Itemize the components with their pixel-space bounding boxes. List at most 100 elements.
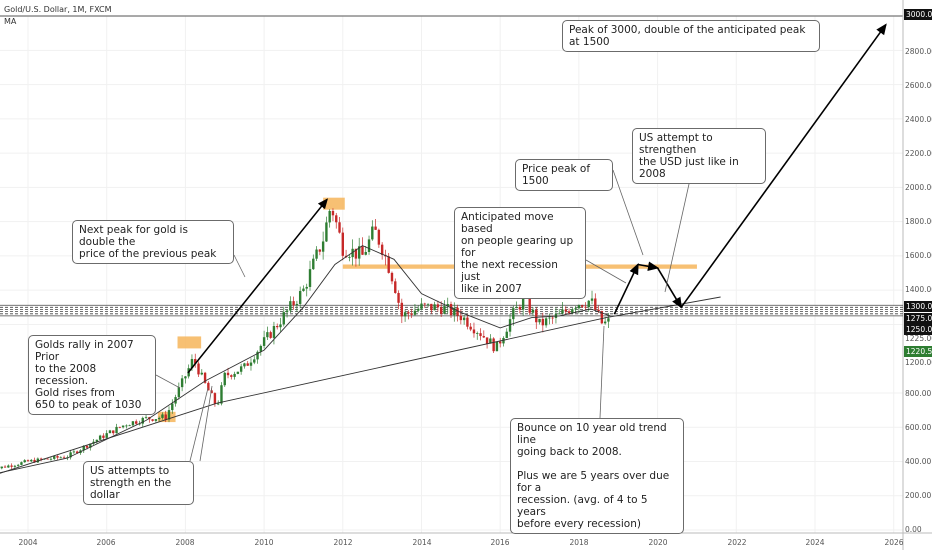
note-bounce-trendline: Bounce on 10 year old trend line going b… xyxy=(510,418,684,534)
grid xyxy=(0,15,903,533)
candle-body xyxy=(16,464,20,466)
price-label: 2600.00 xyxy=(905,81,932,90)
time-label: 2016 xyxy=(490,538,510,547)
projection-arrow xyxy=(637,261,660,271)
candle-body xyxy=(177,387,181,398)
candle-body xyxy=(439,307,443,314)
candle-body xyxy=(531,309,535,313)
time-label: 2012 xyxy=(333,538,353,547)
candle-body xyxy=(436,304,440,308)
candle-body xyxy=(518,307,522,310)
candle-body xyxy=(321,241,325,252)
candle-body xyxy=(197,363,200,375)
rally-arrow xyxy=(187,198,328,374)
candle-body xyxy=(105,433,108,438)
time-label: 2020 xyxy=(648,538,668,547)
candle-body xyxy=(98,435,102,440)
price-label: 2200.00 xyxy=(905,149,932,158)
candle-body xyxy=(72,451,76,453)
candle-body xyxy=(357,246,361,259)
price-label: 2000.00 xyxy=(905,183,932,192)
candle-body xyxy=(594,298,597,310)
candle-body xyxy=(361,246,364,255)
candle-body xyxy=(469,326,472,330)
candle-body xyxy=(298,291,302,304)
callout-pointer xyxy=(189,387,209,462)
candle-body xyxy=(600,311,604,324)
candle-body xyxy=(180,378,184,388)
band-label-1275: 1275.00 xyxy=(904,313,932,324)
price-label: 1800.00 xyxy=(905,217,932,226)
note-peak-3000: Peak of 3000, double of the anticipated … xyxy=(562,20,820,52)
candle-body xyxy=(466,317,469,327)
candle-body xyxy=(207,382,210,391)
candle-body xyxy=(449,304,453,316)
candle-body xyxy=(118,426,122,428)
callout-pointer xyxy=(585,259,627,284)
candle-body xyxy=(315,249,318,259)
candle-body xyxy=(256,351,259,360)
price-label: 0.00 xyxy=(905,525,922,534)
time-label: 2006 xyxy=(96,538,116,547)
price-label: 2800.00 xyxy=(905,47,932,56)
candle-body xyxy=(95,439,99,442)
candle-body xyxy=(200,372,203,375)
highlight-2011-peak xyxy=(323,197,345,210)
candle-body xyxy=(151,419,154,421)
candle-body xyxy=(577,305,581,309)
last-price-label: 1220.58 xyxy=(904,346,932,357)
callout-pointer xyxy=(233,254,246,278)
candle-body xyxy=(302,288,305,292)
callout-pointer xyxy=(199,385,213,462)
candle-body xyxy=(528,296,531,313)
candle-body xyxy=(121,425,125,428)
price-label: 1400.00 xyxy=(905,285,932,294)
price-label: 600.00 xyxy=(905,423,932,432)
candle-body xyxy=(390,272,394,282)
candle-body xyxy=(53,456,56,459)
candle-body xyxy=(190,359,194,369)
candle-body xyxy=(266,332,269,338)
candle-body xyxy=(33,459,36,463)
candle-body xyxy=(10,465,13,467)
candle-body xyxy=(590,298,594,301)
candle-body xyxy=(135,421,138,424)
candle-body xyxy=(564,309,567,312)
candle-body xyxy=(56,456,59,458)
candle-body xyxy=(607,318,610,322)
candle-body xyxy=(171,403,174,411)
candle-body xyxy=(492,338,495,352)
candle-body xyxy=(479,333,482,337)
candle-body xyxy=(0,466,3,469)
moving-average-line xyxy=(0,245,611,474)
candle-body xyxy=(443,306,446,314)
price-label: 1600.00 xyxy=(905,251,932,260)
candle-body xyxy=(161,414,164,418)
candle-body xyxy=(328,210,331,223)
candle-body xyxy=(272,326,276,338)
candle-body xyxy=(367,239,371,252)
note-peak-1500: Price peak of 1500 xyxy=(515,159,613,191)
candle-body xyxy=(548,317,551,319)
candle-body xyxy=(394,281,397,293)
callout-pointer xyxy=(612,169,644,256)
callout-pointers xyxy=(155,156,696,462)
candle-body xyxy=(371,226,374,240)
candle-body xyxy=(164,414,167,420)
candle-body xyxy=(289,301,292,311)
candle-body xyxy=(20,462,23,465)
candle-body xyxy=(292,301,295,306)
candle-body xyxy=(220,385,223,404)
candle-body xyxy=(417,308,420,311)
time-label: 2010 xyxy=(254,538,274,547)
candle-body xyxy=(387,256,390,273)
candle-body xyxy=(210,390,213,394)
candle-body xyxy=(89,443,92,448)
candle-body xyxy=(489,338,492,344)
candle-body xyxy=(75,451,79,454)
candle-body xyxy=(341,232,344,256)
candle-body xyxy=(131,421,135,426)
projection-arrow xyxy=(680,23,887,308)
candle-body xyxy=(325,222,328,242)
candle-body xyxy=(446,304,449,307)
